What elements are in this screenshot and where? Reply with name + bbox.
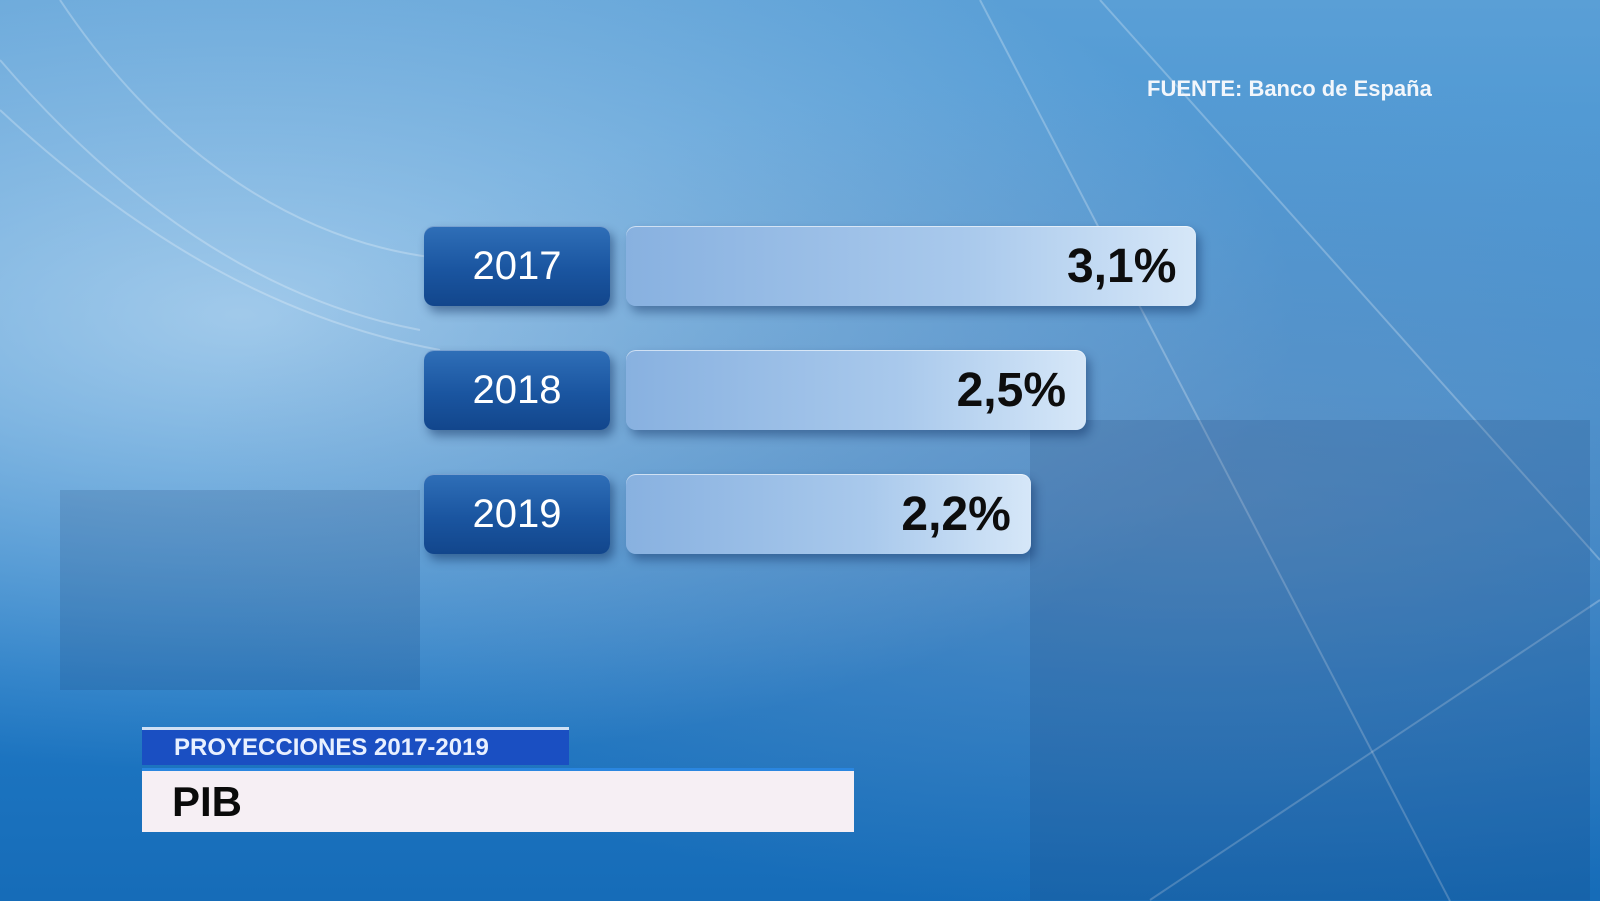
data-label-2018: 2,5% [956, 363, 1066, 417]
category-label-2018: 2018 [424, 350, 610, 430]
chart-title: PIB [142, 768, 854, 832]
data-label-2019: 2,2% [901, 487, 1011, 541]
bar-2017: 3,1% [626, 226, 1197, 306]
category-label-2017: 2017 [424, 226, 610, 306]
data-label-2017: 3,1% [1066, 239, 1177, 293]
category-label-2019: 2019 [424, 474, 610, 554]
source-label: FUENTE: Banco de España [1147, 76, 1432, 101]
chart-subtitle: PROYECCIONES 2017-2019 [142, 727, 569, 765]
bar-2018: 2,5% [626, 350, 1086, 430]
bar-2019: 2,2% [626, 474, 1031, 554]
